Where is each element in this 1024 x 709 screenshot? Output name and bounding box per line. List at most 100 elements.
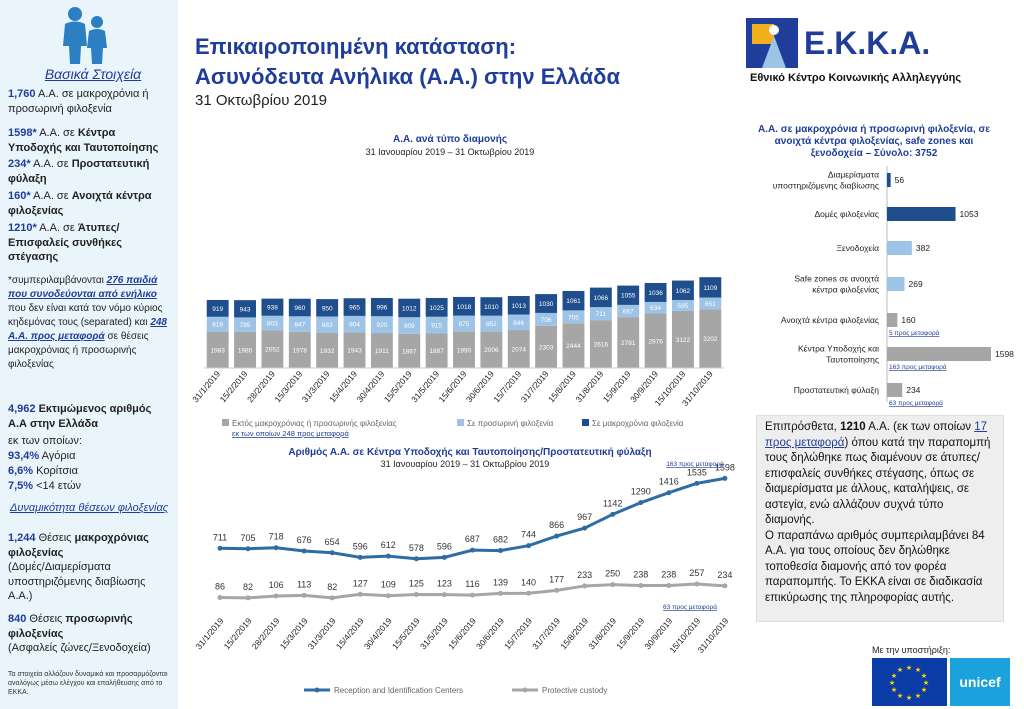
bar-segment <box>562 323 585 368</box>
point-value-label: 711 <box>213 532 227 542</box>
bar-segment <box>672 299 694 311</box>
series-point <box>526 543 532 549</box>
legend-note: εκ των οποίων 248 προς μεταφορά <box>232 429 349 438</box>
sidebar-title: Βασικά Στοιχεία <box>44 66 142 82</box>
hbar <box>887 347 991 361</box>
hbar <box>887 241 912 255</box>
bar-value-label: 1018 <box>457 304 472 311</box>
series-point <box>385 553 391 559</box>
sidebar-footnote: Τα στοιχεία αλλάζουν δυναμικά και προσαρ… <box>8 671 168 696</box>
series-point <box>638 500 644 506</box>
bar-value-label: 852 <box>486 321 497 328</box>
hbar-note: 163 προς μεταφορά <box>889 363 947 371</box>
bar-segment <box>398 298 421 318</box>
point-value-label: 676 <box>297 535 312 545</box>
bar-value-label: 904 <box>349 322 360 329</box>
bar-value-label: 1109 <box>703 285 717 292</box>
legend-swatch <box>457 419 464 426</box>
point-value-label: 127 <box>353 578 368 588</box>
bar-value-label: 1911 <box>375 348 389 355</box>
x-tick-label: 30/6/2019 <box>474 616 506 652</box>
bar-value-label: 1887 <box>429 348 444 355</box>
hbar-value-label: 234 <box>906 385 920 395</box>
svg-text:★: ★ <box>897 666 903 674</box>
hbar-note: 5 προς μεταφορά <box>889 329 940 337</box>
svg-text:★: ★ <box>891 686 897 694</box>
point-value-label: 238 <box>633 570 648 580</box>
chart1-subtitle: 31 Ιανουαρίου 2019 – 31 Οκτωβρίου 2019 <box>365 147 535 157</box>
series-point <box>245 546 251 552</box>
unicef-logo: unicef <box>950 658 1010 706</box>
hbar <box>887 313 898 327</box>
bar-value-label: 706 <box>541 317 552 324</box>
hbar-value-label: 382 <box>916 243 930 253</box>
bar-segment <box>261 315 284 331</box>
legend-marker <box>522 687 528 693</box>
hbar <box>887 207 956 221</box>
hbar <box>887 173 891 187</box>
series-point <box>245 595 251 601</box>
bar-segment <box>370 316 393 334</box>
svg-text:★: ★ <box>915 666 921 674</box>
bar-segment <box>480 297 503 316</box>
bar-value-label: 634 <box>650 305 661 312</box>
pc-note: 63 προς μεταφορά <box>663 603 717 611</box>
series-point <box>273 545 279 551</box>
bar-segment <box>288 298 311 317</box>
bar-segment <box>398 317 421 334</box>
legend-label: Protective custody <box>542 686 607 695</box>
hbar-category-label: κέντρα φιλοξενίας <box>812 285 879 295</box>
bar-value-label: 1036 <box>648 290 663 297</box>
series-point <box>582 525 588 531</box>
bar-segment <box>699 297 722 310</box>
bar-segment <box>507 330 530 368</box>
bar-segment <box>206 299 229 317</box>
point-value-label: 1598 <box>715 462 735 472</box>
bar-segment <box>206 316 229 332</box>
bar-value-label: 785 <box>240 322 251 329</box>
bar-segment <box>316 316 339 333</box>
bar-segment <box>699 309 722 368</box>
svg-text:★: ★ <box>889 679 895 687</box>
bar-value-label: 1030 <box>539 301 554 308</box>
series-point <box>441 554 447 560</box>
legend-swatch <box>222 419 229 426</box>
hbar <box>887 277 905 291</box>
bar-segment <box>343 315 366 333</box>
bar-value-label: 595 <box>678 303 689 310</box>
ric-note: 163 προς μεταφορά <box>666 460 724 468</box>
x-tick-label: 15/6/2019 <box>446 616 478 652</box>
hbar-category-label: Δομές φιλοξενίας <box>814 209 879 219</box>
page-title-line2: Ασυνόδευτα Ανήλικα (Α.Α.) στην Ελλάδα <box>195 64 620 89</box>
series-point <box>526 590 532 596</box>
chart1-title: Α.Α. ανά τύπο διαμονής <box>392 134 508 145</box>
support-label: Με την υποστήριξη: <box>872 645 951 655</box>
children-icon <box>63 7 107 64</box>
point-value-label: 139 <box>493 577 508 587</box>
series-point <box>498 590 503 596</box>
bar-segment <box>672 310 694 368</box>
bar-value-label: 2074 <box>512 347 527 354</box>
point-value-label: 744 <box>521 530 536 540</box>
sidebar-note: *συμπεριλαμβάνονται 276 παιδιά που συνοδ… <box>8 275 167 370</box>
bar-value-label: 2444 <box>566 343 581 350</box>
series-point <box>666 583 672 589</box>
point-value-label: 113 <box>297 579 311 589</box>
bar-value-label: 1010 <box>484 304 499 311</box>
point-value-label: 86 <box>215 582 225 592</box>
bar-value-label: 1978 <box>293 347 308 354</box>
stat-estimated: 4,962 Εκτιμώμενος αριθμός Α.Α στην Ελλάδ… <box>8 403 152 430</box>
point-value-label: 257 <box>689 568 704 578</box>
bar-segment <box>617 304 640 318</box>
info-text: Επιπρόσθετα, 1210 Α.Α. (εκ των οποίων 17… <box>765 421 991 604</box>
series-point <box>329 595 335 601</box>
bar-segment <box>562 290 585 311</box>
point-value-label: 1416 <box>659 477 679 487</box>
stacked-bar-chart: 198381691931/1/2019198078594315/2/201920… <box>190 277 724 438</box>
bar-segment <box>261 298 284 316</box>
x-tick-label: 15/7/2019 <box>502 616 534 652</box>
bar-value-label: 2052 <box>265 347 280 354</box>
bar-value-label: 1983 <box>210 347 225 354</box>
bar-value-label: 1012 <box>402 305 417 312</box>
point-value-label: 687 <box>465 534 480 544</box>
